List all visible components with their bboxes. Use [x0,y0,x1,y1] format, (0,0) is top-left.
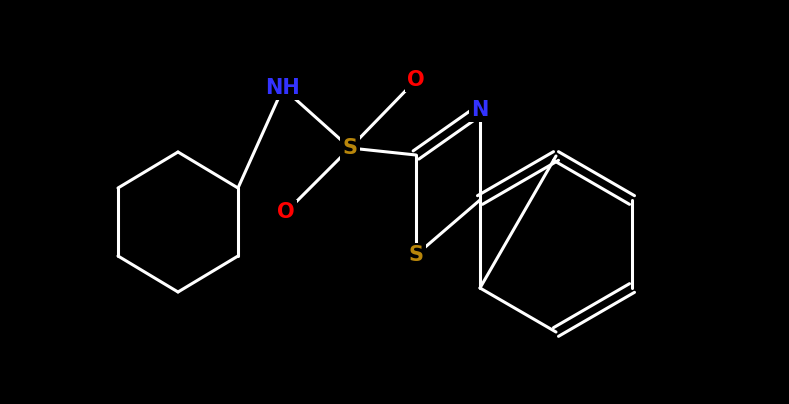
Text: O: O [277,202,295,222]
Text: NH: NH [266,78,301,98]
Text: S: S [342,138,357,158]
Text: O: O [407,70,424,90]
Text: S: S [409,245,424,265]
Text: N: N [471,100,488,120]
